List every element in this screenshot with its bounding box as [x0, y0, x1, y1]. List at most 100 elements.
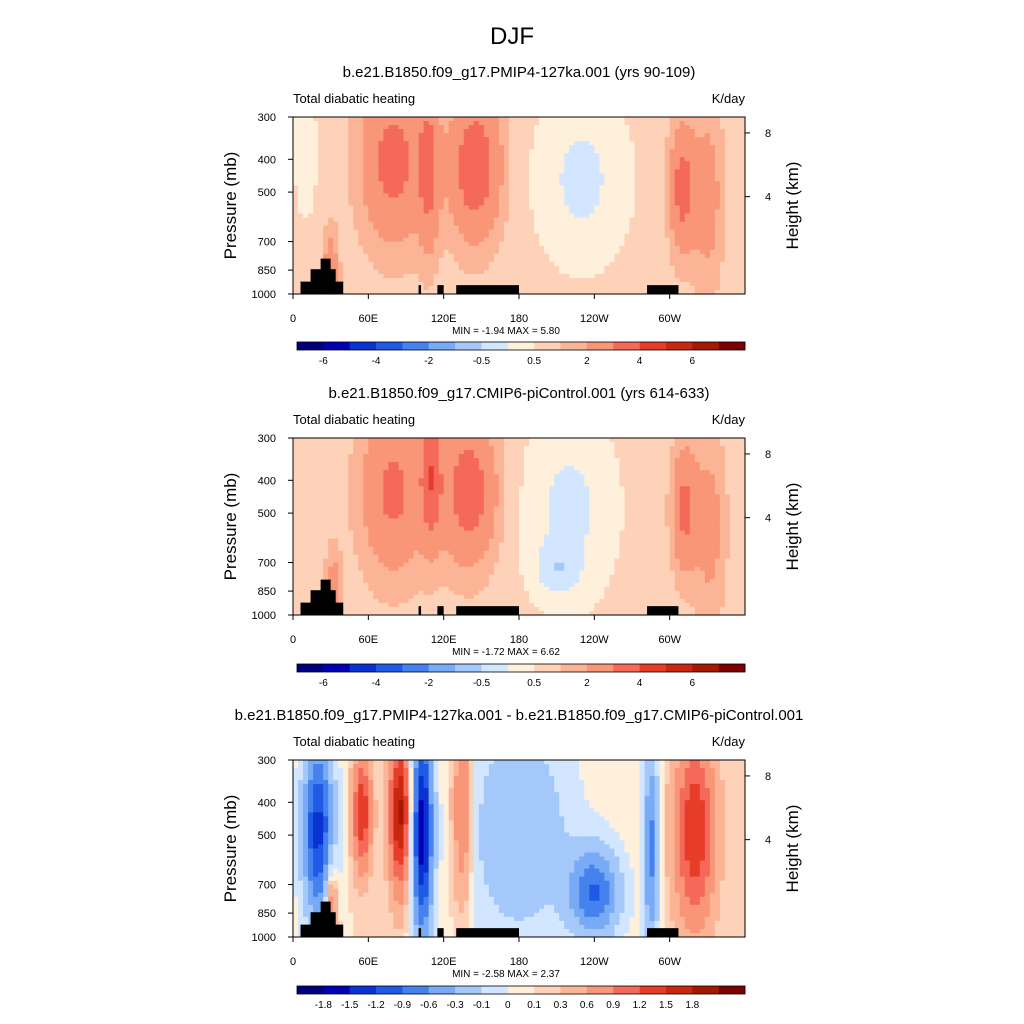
heatmap-cell	[544, 161, 550, 166]
heatmap-cell	[714, 225, 721, 231]
heatmap-cell	[689, 438, 696, 443]
heatmap-cell	[709, 442, 716, 447]
colorbar-swatch	[586, 342, 614, 350]
heatmap-cell	[559, 265, 565, 271]
heatmap-cell	[694, 265, 701, 271]
heatmap-cell	[524, 261, 530, 267]
heatmap-cell	[694, 161, 701, 166]
heatmap-cell	[739, 197, 746, 203]
heatmap-cell	[689, 129, 696, 134]
heatmap-cell	[438, 245, 445, 251]
heatmap-cell	[544, 221, 550, 227]
heatmap-cell	[443, 125, 450, 130]
heatmap-cell	[589, 209, 595, 215]
heatmap-cell	[348, 450, 354, 455]
heatmap-cell	[483, 438, 490, 443]
heatmap-cell	[398, 438, 405, 443]
heatmap-cell	[488, 450, 495, 455]
heatmap-cell	[684, 177, 691, 182]
heatmap-cell	[524, 466, 530, 471]
heatmap-cell	[428, 145, 435, 150]
heatmap-cell	[413, 269, 420, 275]
heatmap-cell	[619, 149, 626, 154]
heatmap-cell	[353, 177, 359, 182]
heatmap-cell	[498, 229, 505, 235]
heatmap-cell	[463, 185, 470, 191]
heatmap-cell	[564, 450, 570, 455]
heatmap-cell	[624, 249, 631, 255]
heatmap-cell	[463, 253, 470, 259]
heatmap-cell	[649, 446, 656, 451]
heatmap-cell	[524, 205, 530, 211]
heatmap-cell	[584, 173, 590, 178]
heatmap-cell	[323, 229, 329, 235]
heatmap-cell	[398, 273, 405, 279]
heatmap-cell	[719, 133, 726, 138]
heatmap-cell	[458, 185, 465, 191]
heatmap-cell	[443, 289, 450, 295]
heatmap-cell	[388, 145, 395, 150]
heatmap-cell	[498, 137, 505, 142]
heatmap-cell	[453, 145, 460, 150]
heatmap-cell	[398, 145, 405, 150]
heatmap-cell	[393, 277, 400, 283]
heatmap-cell	[679, 474, 686, 479]
heatmap-cell	[403, 261, 410, 267]
heatmap-cell	[649, 145, 656, 150]
heatmap-cell	[333, 169, 339, 174]
heatmap-cell	[508, 205, 515, 211]
heatmap-cell	[669, 253, 676, 259]
heatmap-cell	[589, 129, 595, 134]
heatmap-cell	[458, 225, 465, 231]
heatmap-cell	[333, 213, 339, 219]
heatmap-cell	[699, 201, 706, 207]
heatmap-cell	[383, 462, 390, 467]
heatmap-cell	[559, 466, 565, 471]
heatmap-cell	[734, 193, 741, 199]
heatmap-cell	[664, 450, 671, 455]
heatmap-cell	[428, 189, 435, 195]
heatmap-cell	[579, 466, 585, 471]
heatmap-cell	[443, 177, 450, 182]
panel-2: b.e21.B1850.f09_g17.CMIP6-piControl.001 …	[221, 385, 802, 689]
heatmap-cell	[388, 454, 395, 459]
heatmap-cell	[704, 129, 711, 134]
heatmap-cell	[659, 153, 666, 158]
heatmap-cell	[513, 145, 520, 150]
heatmap-cell	[463, 137, 470, 142]
heatmap-cell	[408, 133, 415, 138]
heatmap-cell	[534, 205, 540, 211]
heatmap-cell	[524, 454, 530, 459]
heatmap-cell	[659, 181, 666, 186]
heatmap-cell	[438, 225, 445, 231]
heatmap-cell	[298, 149, 304, 154]
heatmap-cell	[604, 466, 610, 471]
heatmap-cell	[303, 454, 309, 459]
heatmap-cell	[428, 438, 435, 443]
heatmap-cell	[458, 145, 465, 150]
heatmap-cell	[629, 221, 636, 227]
heatmap-cell	[724, 261, 731, 267]
heatmap-cell	[423, 145, 430, 150]
heatmap-cell	[674, 253, 681, 259]
heatmap-cell	[549, 149, 555, 154]
heatmap-cell	[619, 137, 626, 142]
heatmap-cell	[739, 253, 746, 259]
heatmap-cell	[644, 121, 651, 126]
heatmap-cell	[664, 265, 671, 271]
heatmap-cell	[303, 462, 309, 467]
heatmap-cell	[498, 217, 505, 223]
heatmap-cell	[363, 193, 369, 199]
heatmap-cell	[328, 165, 334, 170]
heatmap-cell	[529, 285, 535, 291]
heatmap-cell	[333, 261, 339, 267]
heatmap-cell	[363, 289, 369, 295]
heatmap-cell	[654, 237, 661, 243]
heatmap-cell	[599, 450, 605, 455]
heatmap-cell	[483, 133, 490, 138]
heatmap-cell	[619, 221, 626, 227]
heatmap-cell	[333, 241, 339, 247]
heatmap-cell	[669, 281, 676, 287]
heatmap-cell	[609, 197, 616, 203]
heatmap-cell	[734, 217, 741, 223]
